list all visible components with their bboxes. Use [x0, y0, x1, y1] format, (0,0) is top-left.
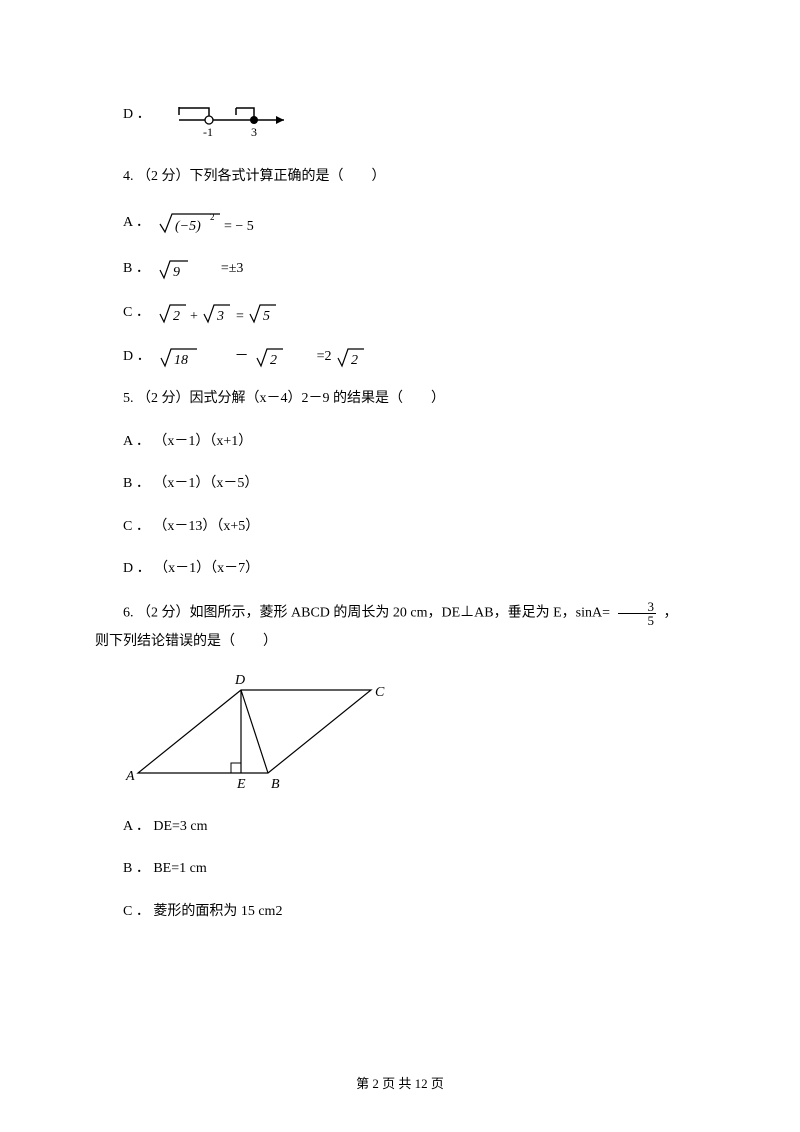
- q4-b-suffix: =±3: [193, 258, 244, 280]
- q4-option-d: D ． 18 － 2 =2 2: [95, 344, 705, 370]
- q4-option-a: A ． (−5) 2 = − 5: [95, 208, 705, 238]
- q5-option-a: A ． （x－1）（x+1）: [95, 431, 705, 453]
- q4-option-c: C ． 2 + 3 = 5: [95, 300, 705, 326]
- svg-text:=: =: [236, 309, 244, 324]
- minus-text: －: [207, 346, 249, 368]
- page-footer: 第 2 页 共 12 页: [0, 1073, 800, 1092]
- q6-stem-after-frac: ，: [664, 606, 678, 621]
- q6-option-b: B ． BE=1 cm: [95, 858, 705, 880]
- q6-stem-line2: 则下列结论错误的是（ ）: [95, 631, 705, 653]
- svg-text:(−5): (−5): [175, 219, 201, 234]
- svg-text:A: A: [125, 769, 135, 784]
- q5-option-d: D ． （x－1）（x－7）: [95, 558, 705, 580]
- sqrt-2a-icon: 2: [255, 344, 285, 370]
- q3-d-label: D ．: [95, 104, 151, 126]
- frac-num: 3: [618, 600, 657, 614]
- sqrt-2b-icon: 2: [336, 344, 366, 370]
- eq2-text: =2: [289, 346, 332, 368]
- q6-option-c: C ． 菱形的面积为 15 cm2: [95, 901, 705, 923]
- sqrt-sum-expr: 2 + 3 = 5: [158, 300, 298, 326]
- q4-b-label: B ．: [95, 258, 150, 280]
- q4-stem: 4. （2 分）下列各式计算正确的是（ ）: [95, 166, 705, 188]
- svg-text:E: E: [236, 777, 246, 792]
- q5-option-b: B ． （x－1）（x－5）: [95, 473, 705, 495]
- fraction-3-5: 3 5: [618, 600, 657, 627]
- svg-text:+: +: [190, 309, 198, 324]
- q6-figure-wrap: A B C D E: [95, 668, 705, 798]
- q6-stem-part1: 6. （2 分）如图所示，菱形 ABCD 的周长为 20 cm，DE⊥AB，垂足…: [123, 606, 614, 621]
- q6-stem-line1: 6. （2 分）如图所示，菱形 ABCD 的周长为 20 cm，DE⊥AB，垂足…: [95, 600, 705, 627]
- svg-text:2: 2: [351, 353, 358, 368]
- rhombus-diagram: A B C D E: [123, 668, 403, 798]
- q3-option-d: D ． -1 3: [95, 90, 705, 140]
- q4-option-b: B ． 9 =±3: [95, 256, 705, 282]
- svg-text:2: 2: [270, 353, 277, 368]
- svg-text:5: 5: [263, 309, 270, 324]
- svg-text:D: D: [234, 673, 245, 688]
- svg-text:-1: -1: [203, 125, 213, 139]
- q5-stem: 5. （2 分）因式分解（x－4）2－9 的结果是（ ）: [95, 388, 705, 410]
- q5-option-c: C ． （x－13）（x+5）: [95, 516, 705, 538]
- svg-text:B: B: [271, 777, 280, 792]
- svg-text:18: 18: [174, 353, 188, 368]
- number-line-diagram: -1 3: [159, 90, 299, 140]
- svg-text:3: 3: [216, 309, 224, 324]
- sqrt-9-icon: 9: [158, 256, 193, 282]
- q6-option-a: A ． DE=3 cm: [95, 816, 705, 838]
- q4-d-label: D ．: [95, 346, 151, 368]
- svg-text:3: 3: [251, 125, 257, 139]
- q4-a-label: A ．: [95, 212, 150, 234]
- q4-c-label: C ．: [95, 302, 150, 324]
- svg-text:= − 5: = − 5: [224, 219, 254, 234]
- svg-text:2: 2: [173, 309, 180, 324]
- sqrt-18-icon: 18: [159, 344, 201, 370]
- svg-text:2: 2: [210, 212, 215, 222]
- sqrt-expr-a: (−5) 2 = − 5: [158, 208, 278, 238]
- frac-den: 5: [618, 614, 657, 627]
- page-content: D ． -1 3 4. （2 分）下列各式计算正确的是（ ） A ． (−5) 2…: [0, 0, 800, 983]
- sqrt-radicand: 9: [173, 265, 180, 280]
- svg-text:C: C: [375, 685, 385, 700]
